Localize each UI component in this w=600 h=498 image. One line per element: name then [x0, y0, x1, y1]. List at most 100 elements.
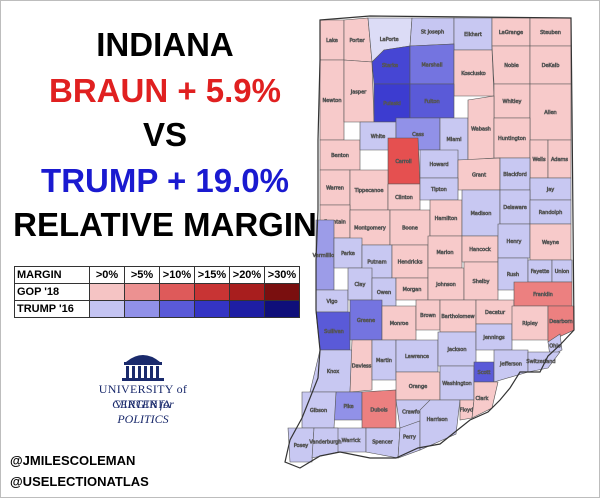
legend-header-label: MARGIN — [14, 266, 90, 284]
county-label: Jackson — [446, 347, 466, 353]
county-label: Madison — [471, 211, 492, 217]
versus-label: VS — [142, 116, 188, 153]
legend-swatch — [194, 300, 230, 318]
county-label: Vermillion — [313, 253, 338, 259]
county-posey — [287, 427, 315, 463]
county-label: Martin — [376, 358, 392, 364]
county-label: Johnson — [435, 282, 456, 288]
county-label: LaGrange — [499, 30, 523, 36]
map-title-state: INDIANA — [96, 26, 234, 63]
county-label: Clay — [355, 282, 366, 288]
county-label: Cass — [412, 132, 424, 138]
county-label: Randolph — [539, 210, 563, 216]
uva-university-name: UNIVERSITY of VIRGINIA — [98, 382, 188, 411]
county-label: Ripley — [522, 321, 538, 327]
county-label: Elkhart — [464, 32, 482, 38]
county-label: Jay — [546, 187, 555, 193]
county-daviess — [349, 339, 373, 393]
county-label: Pike — [343, 404, 353, 410]
legend-bin: >15% — [194, 266, 230, 284]
county-label: Sullivan — [324, 329, 344, 335]
county-label: Whitley — [503, 99, 522, 105]
county-label: Tippecanoe — [354, 188, 384, 194]
county-label: Delaware — [503, 205, 527, 211]
county-label: Howard — [429, 162, 448, 168]
county-label: Parke — [341, 251, 355, 257]
county-label: Greene — [357, 318, 375, 324]
county-label: Monroe — [390, 321, 409, 327]
county-label: Fountain — [324, 220, 346, 226]
county-label: Decatur — [485, 310, 506, 316]
county-label: Pulaski — [383, 101, 400, 107]
county-label: Knox — [327, 369, 339, 375]
county-label: Grant — [472, 173, 486, 179]
county-label: Porter — [349, 38, 365, 44]
county-label: Montgomery — [354, 226, 386, 232]
county-label: Wabash — [471, 127, 491, 133]
margin-legend: MARGIN >0% >5% >10% >15% >20% >30% GOP '… — [14, 266, 300, 318]
county-label: Lake — [326, 38, 338, 44]
credit-handle: @USELECTIONATLAS — [10, 474, 149, 489]
legend-bin: >30% — [264, 266, 300, 284]
county-label: Marshall — [421, 63, 442, 69]
county-label: Franklin — [533, 292, 553, 298]
county-label: Rush — [507, 272, 519, 278]
county-label: Lawrence — [405, 354, 429, 360]
legend-swatch — [159, 300, 195, 318]
county-label: Hamilton — [435, 216, 458, 222]
county-label: Hendricks — [398, 260, 423, 266]
county-label: Jasper — [350, 90, 367, 96]
county-label: Dubois — [370, 408, 388, 414]
county-label: Newton — [322, 98, 341, 104]
rotunda-icon — [122, 355, 164, 381]
county-label: Huntington — [498, 136, 526, 142]
braun-margin-headline: BRAUN + 5.9% — [49, 72, 281, 109]
county-label: Spencer — [372, 440, 393, 446]
legend-swatch — [264, 283, 300, 301]
county-label: Miami — [446, 137, 461, 143]
county-label: Bartholomew — [441, 314, 474, 320]
county-label: Gibson — [310, 408, 327, 414]
legend-swatch — [159, 283, 195, 301]
county-label: Wayne — [542, 240, 559, 246]
county-label: Wells — [532, 157, 546, 163]
county-label: Jefferson — [499, 362, 522, 368]
county-label: Fulton — [424, 99, 439, 105]
county-label: Marion — [436, 250, 453, 256]
county-label: Orange — [409, 384, 427, 390]
county-label: Crawford — [402, 410, 425, 416]
county-label: Owen — [377, 290, 391, 296]
county-label: Allen — [544, 110, 556, 116]
county-label: Noble — [504, 63, 518, 69]
county-label: Vigo — [327, 299, 338, 305]
county-label: Benton — [331, 153, 349, 159]
county-label: Carroll — [395, 159, 411, 165]
legend-row-trump: TRUMP '16 — [14, 300, 300, 318]
county-ohio — [547, 333, 563, 357]
relative-margin-label: RELATIVE MARGIN — [13, 206, 317, 243]
legend-bin: >0% — [89, 266, 125, 284]
uva-center-name: CENTER for POLITICS — [112, 397, 174, 426]
legend-swatch — [124, 283, 160, 301]
county-label: Daviess — [352, 364, 372, 370]
county-switzerland — [527, 351, 561, 373]
county-label: Shelby — [473, 279, 490, 285]
county-label: Boone — [402, 226, 418, 232]
county-label: Jennings — [482, 335, 505, 341]
trump-margin-headline: TRUMP + 19.0% — [41, 162, 289, 199]
county-label: Fayette — [531, 269, 550, 275]
county-label: Steuben — [540, 30, 561, 36]
legend-row-label: TRUMP '16 — [14, 300, 90, 318]
county-label: St Joseph — [421, 30, 444, 36]
legend-bin: >5% — [124, 266, 160, 284]
county-label: Perry — [403, 435, 416, 441]
county-label: Union — [555, 269, 569, 275]
county-label: Vanderburgh — [309, 440, 341, 446]
county-clark — [471, 381, 499, 419]
county-label: Ohio — [549, 344, 561, 350]
county-label: Switzerland — [526, 359, 555, 365]
uva-logo: UNIVERSITY of VIRGINIA CENTER for POLITI… — [88, 350, 198, 430]
county-label: Putnam — [367, 260, 386, 266]
county-label: Harrison — [427, 417, 448, 423]
